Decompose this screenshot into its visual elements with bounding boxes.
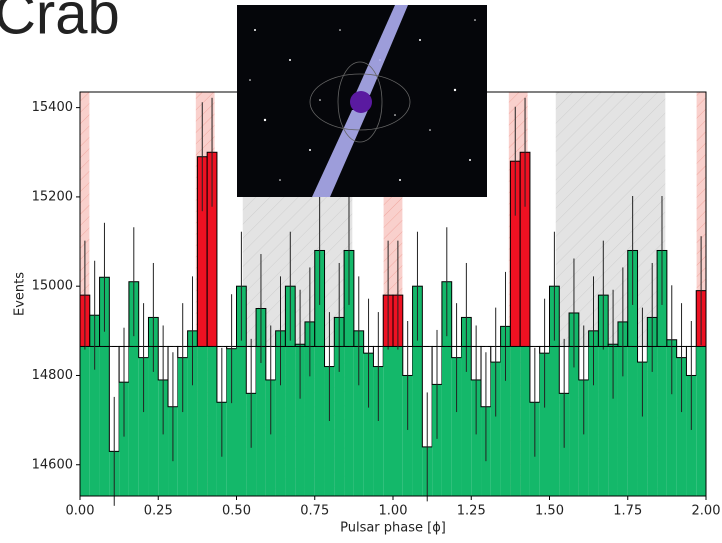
bar <box>617 321 628 496</box>
bar <box>569 312 579 496</box>
bar <box>256 308 266 496</box>
bar <box>608 344 618 496</box>
bar <box>138 346 149 496</box>
bar <box>80 295 90 496</box>
bar <box>334 317 345 496</box>
x-tick-label: 1.00 <box>379 504 408 519</box>
bar <box>500 326 511 496</box>
bar <box>696 290 706 496</box>
bar <box>637 346 648 496</box>
y-tick-label: 15200 <box>32 189 73 204</box>
y-tick-label: 14600 <box>32 457 73 472</box>
y-tick-label: 15000 <box>32 279 73 294</box>
x-tick-label: 0.25 <box>144 504 173 519</box>
bar <box>598 295 609 496</box>
bar <box>148 317 159 496</box>
bar <box>461 317 472 496</box>
bar <box>99 277 110 496</box>
bar <box>275 330 286 496</box>
bar <box>451 346 462 496</box>
bar <box>314 250 325 496</box>
bar <box>412 286 423 496</box>
bar <box>549 286 560 496</box>
bar <box>627 250 638 496</box>
bar <box>236 286 247 496</box>
chart-title: Crab <box>0 0 120 46</box>
bar <box>657 250 667 496</box>
bar <box>226 346 237 496</box>
bar <box>128 281 139 496</box>
bar <box>324 346 335 496</box>
bar <box>666 339 677 496</box>
bar <box>539 346 550 496</box>
bar <box>304 321 315 496</box>
bar <box>588 330 599 496</box>
bar <box>441 281 452 496</box>
x-tick-label: 0.75 <box>300 504 329 519</box>
y-tick-label: 14800 <box>32 368 73 383</box>
bar <box>363 346 374 496</box>
x-tick-label: 0.50 <box>222 504 251 519</box>
bar <box>676 346 687 496</box>
y-tick-label: 15400 <box>32 100 73 115</box>
bar <box>647 317 658 496</box>
bar <box>295 344 305 496</box>
bar <box>344 250 354 496</box>
bar <box>285 286 296 496</box>
x-tick-label: 2.00 <box>692 504 721 519</box>
x-tick-label: 1.50 <box>535 504 564 519</box>
bar <box>373 346 384 496</box>
bar <box>187 330 198 496</box>
inset-image <box>237 5 487 197</box>
bar <box>490 346 501 496</box>
x-axis-label: Pulsar phase [ϕ] <box>340 521 446 536</box>
bar <box>353 330 364 496</box>
bar <box>383 295 393 496</box>
x-tick-label: 1.75 <box>613 504 642 519</box>
x-tick-label: 0.00 <box>66 504 95 519</box>
bar <box>393 295 403 496</box>
bar <box>89 315 100 496</box>
bar <box>177 346 188 496</box>
y-axis-label: Events <box>13 272 28 316</box>
x-tick-label: 1.25 <box>457 504 486 519</box>
